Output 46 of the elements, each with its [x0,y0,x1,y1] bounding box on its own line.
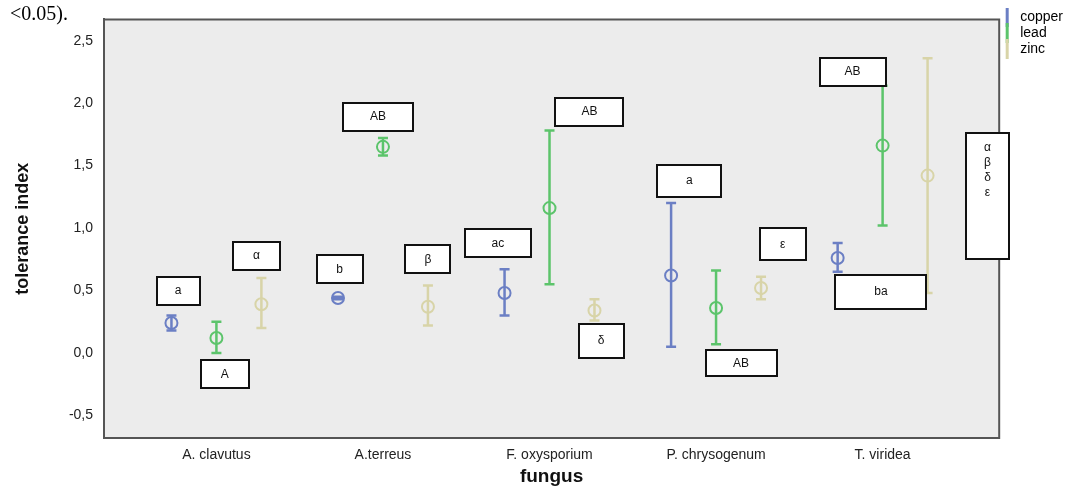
note-box: α β δ ε [965,131,1011,260]
annotation: ba [874,284,888,300]
x-tick-label: A.terreus [354,446,412,463]
annotation: a [174,283,182,299]
annotation: ε [779,236,786,252]
annotation: AB [733,355,750,371]
note-box: β [404,244,452,275]
y-tick-label: 1,5 [73,156,94,173]
y-tick-label: 2,5 [73,31,94,48]
note-box: ε [758,227,807,262]
note-box: a [656,163,723,198]
annotation: a [686,173,693,189]
note-box: AB [818,56,887,87]
annotation: α [252,248,260,264]
annotation: AB [369,109,386,125]
annotation: AB [844,64,861,80]
annotation: α β δ ε [984,139,991,200]
x-tick-label: T. viridea [854,446,911,463]
note-box: A [199,359,250,390]
annotation: A [220,366,229,382]
note-box: AB [341,101,414,132]
note-box: ba [834,273,928,310]
note-box: ac [463,228,532,259]
y-tick-label: 2,0 [73,93,94,110]
note-box: δ [577,322,625,359]
annotation: b [336,261,343,277]
note-box: AB [704,349,778,377]
x-tick-label: F. oxysporium [506,446,593,463]
annotation: δ [597,333,605,349]
annotation: AB [581,104,598,120]
note-box: AB [554,96,625,127]
legend-label: zinc [1020,39,1046,56]
y-tick-label: 1,0 [73,218,94,235]
annotation: β [424,251,432,267]
y-tick-label: -0,5 [68,406,94,423]
legend-label: lead [1020,23,1047,40]
text: <0.05). [10,2,68,24]
y-axis-title: tolerance index [11,162,32,295]
y-tick-label: 0,5 [73,281,94,298]
y-tick-label: 0,0 [73,343,94,360]
x-axis-title: fungus [519,464,584,486]
note-box: b [315,254,364,285]
x-tick-label: P. chrysogenum [666,446,766,463]
annotation: ac [491,235,505,251]
legend-label: copper [1020,7,1064,24]
x-tick-label: A. clavutus [182,446,251,463]
